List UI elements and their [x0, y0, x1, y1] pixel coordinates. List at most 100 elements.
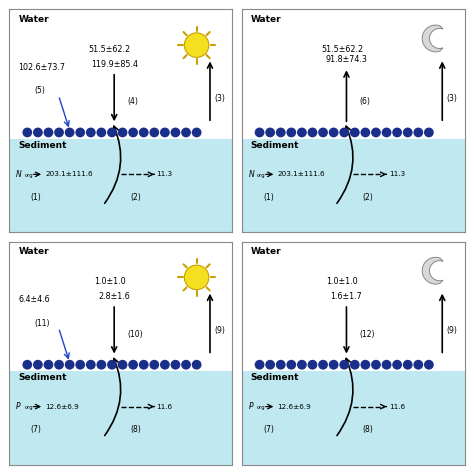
Circle shape	[265, 128, 275, 137]
Circle shape	[382, 128, 392, 137]
Text: Sediment: Sediment	[251, 141, 299, 150]
Circle shape	[171, 360, 180, 370]
Text: N: N	[16, 170, 22, 179]
Text: Sediment: Sediment	[18, 141, 67, 150]
Circle shape	[361, 128, 370, 137]
Circle shape	[276, 128, 286, 137]
Text: 102.6±73.7: 102.6±73.7	[18, 63, 65, 72]
Circle shape	[128, 360, 138, 370]
Circle shape	[107, 360, 117, 370]
Circle shape	[184, 265, 209, 290]
Text: org: org	[257, 405, 265, 410]
Text: (6): (6)	[360, 98, 371, 107]
Circle shape	[181, 128, 191, 137]
Circle shape	[118, 360, 128, 370]
Text: 1.0±1.0: 1.0±1.0	[326, 277, 358, 286]
Text: (8): (8)	[362, 426, 373, 435]
Circle shape	[54, 360, 64, 370]
Text: 1.6±1.7: 1.6±1.7	[330, 292, 362, 301]
Bar	[9, 242, 232, 371]
Circle shape	[286, 360, 296, 370]
Text: Water: Water	[251, 15, 281, 24]
Circle shape	[97, 360, 106, 370]
Text: 203.1±111.6: 203.1±111.6	[45, 171, 93, 177]
Circle shape	[403, 128, 412, 137]
Circle shape	[118, 128, 128, 137]
Circle shape	[160, 128, 170, 137]
Text: 11.6: 11.6	[389, 403, 405, 410]
Circle shape	[318, 360, 328, 370]
Circle shape	[184, 33, 209, 57]
Bar	[242, 9, 465, 139]
Circle shape	[424, 128, 434, 137]
Circle shape	[181, 360, 191, 370]
Text: (10): (10)	[128, 330, 143, 339]
Circle shape	[22, 128, 32, 137]
Text: Water: Water	[18, 15, 49, 24]
Text: 203.1±111.6: 203.1±111.6	[277, 171, 325, 177]
Text: (7): (7)	[263, 426, 274, 435]
Text: 91.8±74.3: 91.8±74.3	[326, 55, 367, 64]
Circle shape	[86, 360, 96, 370]
Circle shape	[371, 360, 381, 370]
Circle shape	[329, 360, 338, 370]
Text: org: org	[257, 173, 265, 178]
Circle shape	[75, 128, 85, 137]
Circle shape	[191, 360, 201, 370]
Circle shape	[350, 128, 360, 137]
Circle shape	[424, 360, 434, 370]
Text: 6.4±4.6: 6.4±4.6	[18, 295, 50, 304]
Circle shape	[44, 360, 54, 370]
Circle shape	[22, 360, 32, 370]
Circle shape	[191, 128, 201, 137]
Bar	[9, 9, 232, 139]
Text: (1): (1)	[263, 193, 274, 202]
Circle shape	[171, 128, 180, 137]
Circle shape	[297, 128, 307, 137]
Text: 119.9±85.4: 119.9±85.4	[91, 60, 137, 69]
Circle shape	[65, 128, 74, 137]
Text: 12.6±6.9: 12.6±6.9	[45, 403, 79, 410]
Text: 12.6±6.9: 12.6±6.9	[277, 403, 311, 410]
Bar	[242, 371, 465, 465]
Text: (11): (11)	[34, 319, 49, 328]
Circle shape	[33, 128, 43, 137]
Circle shape	[308, 128, 318, 137]
Circle shape	[149, 128, 159, 137]
Text: (1): (1)	[31, 193, 42, 202]
Text: (12): (12)	[360, 330, 375, 339]
Text: (8): (8)	[130, 426, 141, 435]
Text: (7): (7)	[31, 426, 42, 435]
Text: Sediment: Sediment	[251, 373, 299, 382]
Text: org: org	[25, 405, 33, 410]
Circle shape	[149, 360, 159, 370]
Circle shape	[392, 128, 402, 137]
Text: (3): (3)	[214, 94, 225, 103]
Text: org: org	[25, 173, 33, 178]
Text: 51.5±62.2: 51.5±62.2	[321, 45, 363, 54]
Circle shape	[139, 360, 149, 370]
Circle shape	[361, 360, 370, 370]
Text: 51.5±62.2: 51.5±62.2	[89, 45, 131, 54]
Text: P: P	[248, 402, 253, 411]
Text: (4): (4)	[128, 98, 138, 107]
Bar	[9, 371, 232, 465]
Circle shape	[33, 360, 43, 370]
Circle shape	[86, 128, 96, 137]
Text: Water: Water	[251, 247, 281, 256]
Circle shape	[160, 360, 170, 370]
Text: Sediment: Sediment	[18, 373, 67, 382]
Circle shape	[255, 128, 264, 137]
Text: Water: Water	[18, 247, 49, 256]
Circle shape	[54, 128, 64, 137]
Circle shape	[308, 360, 318, 370]
Circle shape	[413, 128, 423, 137]
Text: 11.3: 11.3	[156, 171, 173, 177]
Polygon shape	[422, 257, 443, 284]
Bar	[242, 242, 465, 371]
Text: (2): (2)	[362, 193, 373, 202]
Polygon shape	[422, 25, 443, 52]
Circle shape	[286, 128, 296, 137]
Text: 11.6: 11.6	[156, 403, 173, 410]
Text: (9): (9)	[447, 327, 457, 335]
